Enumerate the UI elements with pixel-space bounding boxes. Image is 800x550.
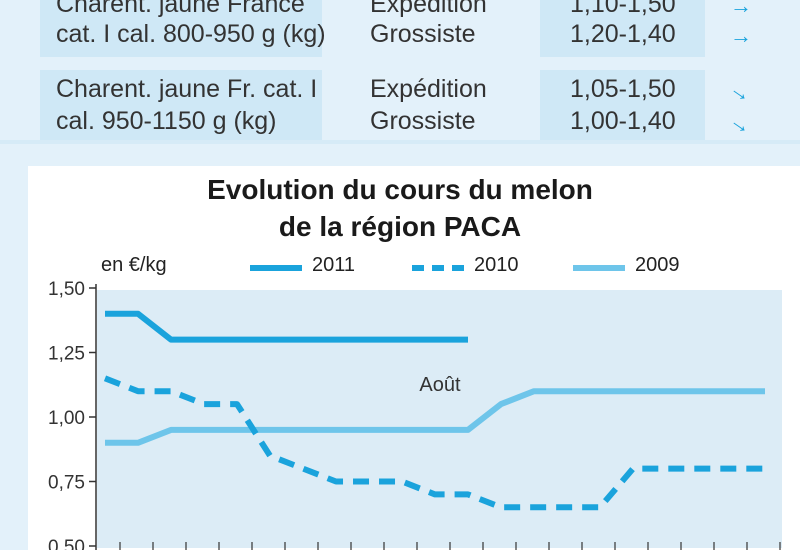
market-stage: Grossiste [370, 107, 476, 135]
y-tick-label: 1,25 [48, 344, 85, 365]
arrow-right-icon: → [730, 0, 752, 18]
price-range: 1,00-1,40 [570, 107, 676, 135]
y-axis-unit-label: en €/kg [101, 254, 167, 276]
series-line-2011 [105, 310, 468, 343]
month-annotation: Août [419, 374, 461, 396]
price-cell [540, 70, 705, 140]
series-line-2010 [103, 375, 765, 511]
legend-label: 2011 [312, 254, 356, 276]
legend-swatch [412, 265, 464, 271]
section-divider [0, 140, 800, 144]
chart-title: de la région PACA [278, 211, 522, 242]
price-row-1: Charent. jaune France cat. I cal. 800-95… [40, 0, 780, 57]
product-cell [40, 0, 322, 57]
product-name-line: Charent. jaune France [56, 0, 305, 18]
y-tick-label: 1,50 [48, 279, 85, 300]
price-cell [540, 0, 705, 57]
y-tick-label: 0,75 [48, 473, 85, 494]
price-range: 1,10-1,50 [570, 0, 676, 18]
plot-area [97, 290, 782, 548]
product-name-line: cat. I cal. 800-950 g (kg) [56, 20, 326, 48]
price-range: 1,05-1,50 [570, 75, 676, 103]
legend-label: 2009 [635, 254, 680, 276]
market-stage: Expédition [370, 0, 487, 18]
market-stage: Grossiste [370, 20, 476, 48]
price-row-2: Charent. jaune Fr. cat. I cal. 950-1150 … [40, 70, 780, 140]
y-tick-label: 1,00 [48, 408, 85, 429]
price-range: 1,20-1,40 [570, 20, 676, 48]
legend-swatch [573, 265, 625, 271]
chart-title: Evolution du cours du melon [207, 174, 593, 205]
arrow-right-icon: → [730, 23, 752, 48]
legend-swatch [250, 265, 302, 271]
market-stage: Expédition [370, 75, 487, 103]
legend-label: 2010 [474, 254, 519, 276]
y-tick-label: 0,50 [48, 537, 85, 550]
product-name-line: Charent. jaune Fr. cat. I [56, 75, 318, 103]
product-cell [40, 70, 322, 140]
product-name-line: cal. 950-1150 g (kg) [56, 107, 277, 135]
series-line-2009 [105, 388, 765, 446]
